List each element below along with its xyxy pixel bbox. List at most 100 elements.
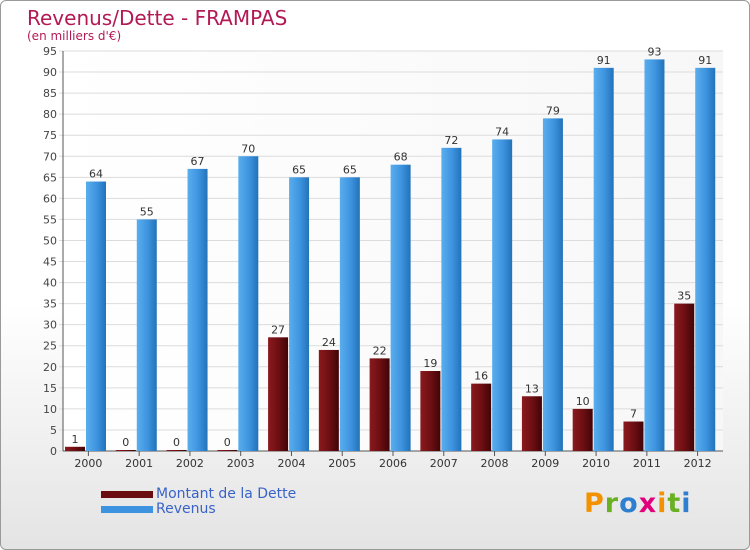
data-label-debt: 7 (630, 408, 637, 421)
bar-debt (217, 450, 238, 451)
data-label-debt: 1 (72, 433, 79, 446)
y-tick-label: 30 (43, 319, 57, 332)
logo-letter: t (667, 488, 682, 519)
logo-letter: P (584, 488, 605, 519)
y-tick-label: 90 (43, 66, 57, 79)
bar-debt (420, 371, 441, 451)
data-label-revenue: 74 (495, 125, 509, 138)
data-label-debt: 22 (373, 344, 387, 357)
x-tick-label: 2009 (531, 457, 559, 470)
data-label-debt: 0 (224, 436, 231, 449)
bar-debt (268, 337, 289, 451)
bar-debt (674, 303, 695, 451)
data-label-revenue: 65 (292, 163, 306, 176)
y-tick-label: 70 (43, 150, 57, 163)
bar-revenue (593, 67, 614, 451)
data-label-revenue: 79 (546, 104, 560, 117)
data-label-revenue: 91 (597, 54, 611, 67)
data-label-revenue: 72 (444, 134, 458, 147)
data-label-debt: 0 (173, 436, 180, 449)
bar-revenue (187, 168, 208, 452)
bar-debt (166, 450, 187, 451)
y-tick-label: 55 (43, 213, 57, 226)
y-tick-label: 75 (43, 129, 57, 142)
bar-revenue (339, 177, 360, 451)
legend-swatch-revenue (101, 506, 153, 513)
y-tick-label: 60 (43, 192, 57, 205)
data-label-revenue: 65 (343, 163, 357, 176)
data-label-revenue: 68 (394, 151, 408, 164)
bar-revenue (695, 67, 716, 451)
proxiti-logo: Proxiti (584, 488, 692, 519)
legend-swatch-debt (101, 491, 153, 498)
data-label-debt: 0 (122, 436, 129, 449)
bar-revenue (136, 219, 157, 451)
bar-revenue (542, 118, 563, 452)
data-label-debt: 16 (474, 370, 488, 383)
y-tick-label: 50 (43, 234, 57, 247)
x-tick-label: 2011 (633, 457, 661, 470)
bar-debt (471, 383, 492, 451)
bar-revenue (441, 147, 462, 451)
x-tick-label: 2000 (74, 457, 102, 470)
bar-debt (521, 396, 542, 451)
logo-letter: x (638, 488, 658, 519)
chart-title: Revenus/Dette - FRAMPAS (27, 6, 288, 30)
y-tick-label: 35 (43, 298, 57, 311)
data-label-debt: 19 (423, 357, 437, 370)
x-tick-label: 2002 (176, 457, 204, 470)
y-tick-label: 45 (43, 256, 57, 269)
y-tick-label: 0 (50, 445, 57, 458)
y-tick-label: 65 (43, 171, 57, 184)
logo-letter: r (604, 488, 620, 519)
bar-debt (318, 349, 339, 451)
x-tick-label: 2007 (430, 457, 458, 470)
data-label-revenue: 67 (191, 155, 205, 168)
bar-debt (115, 450, 136, 451)
legend-label-revenue: Revenus (156, 501, 216, 517)
logo-letter: i (657, 488, 668, 519)
y-tick-label: 85 (43, 87, 57, 100)
x-tick-label: 2005 (328, 457, 356, 470)
data-label-revenue: 93 (647, 45, 661, 58)
x-tick-label: 2003 (227, 457, 255, 470)
bar-revenue (238, 156, 259, 451)
y-tick-label: 5 (50, 424, 57, 437)
data-label-debt: 13 (525, 382, 539, 395)
bar-revenue (390, 164, 411, 451)
bar-revenue (86, 181, 106, 452)
data-label-debt: 35 (677, 290, 691, 303)
y-tick-label: 25 (43, 340, 57, 353)
bar-debt (623, 421, 644, 451)
data-label-revenue: 55 (140, 205, 154, 218)
x-tick-label: 2001 (125, 457, 153, 470)
bar-revenue (644, 59, 665, 451)
y-tick-label: 95 (43, 45, 57, 58)
data-label-revenue: 64 (89, 168, 103, 181)
y-tick-label: 80 (43, 108, 57, 121)
bar-revenue (492, 139, 513, 451)
y-tick-label: 10 (43, 403, 57, 416)
logo-letter: i (681, 488, 692, 519)
y-tick-label: 20 (43, 361, 57, 374)
x-tick-label: 2004 (277, 457, 305, 470)
x-tick-label: 2010 (582, 457, 610, 470)
data-label-debt: 27 (271, 323, 285, 336)
bar-debt (369, 358, 390, 451)
x-tick-label: 2008 (481, 457, 509, 470)
bar-debt (65, 446, 85, 451)
legend-label-debt: Montant de la Dette (156, 486, 297, 502)
data-label-revenue: 91 (698, 54, 712, 67)
bar-debt (572, 408, 593, 451)
y-tick-label: 40 (43, 277, 57, 290)
x-tick-label: 2006 (379, 457, 407, 470)
chart-subtitle: (en milliers d'€) (27, 29, 122, 43)
logo-letter: o (619, 488, 639, 519)
y-tick-label: 15 (43, 382, 57, 395)
data-label-debt: 10 (576, 395, 590, 408)
data-label-debt: 24 (322, 336, 336, 349)
x-tick-label: 2012 (684, 457, 712, 470)
bar-revenue (289, 177, 310, 451)
